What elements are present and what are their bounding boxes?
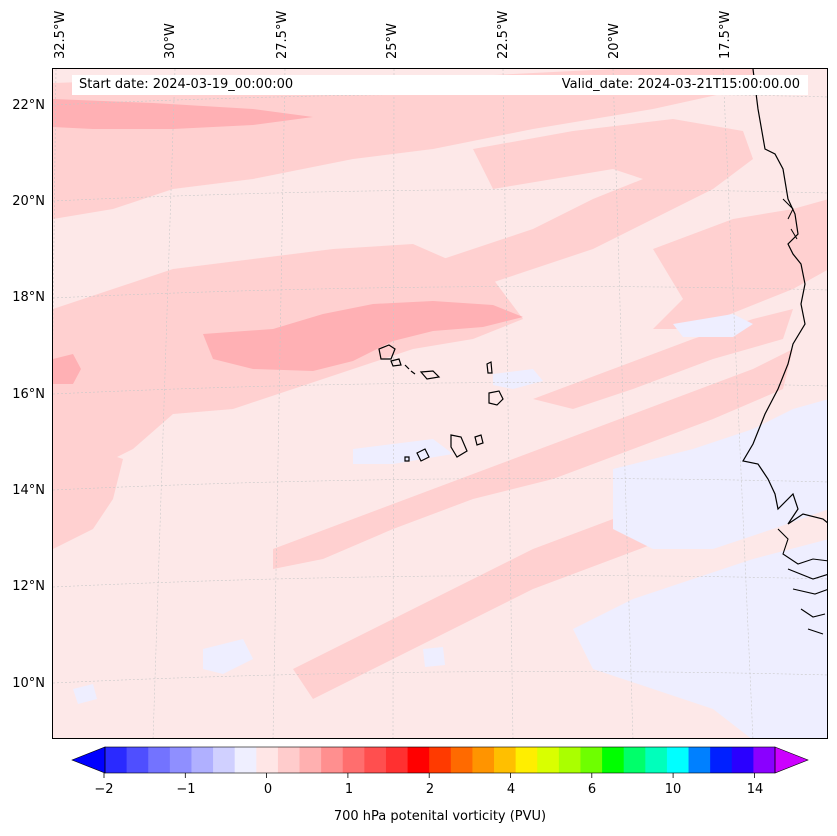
cbar-tick-label: 10: [664, 782, 682, 797]
pv-negative-patch-6: [573, 539, 827, 738]
lon-label-27-5w: 27.5°W: [275, 10, 290, 59]
pv-negative-patch-4: [613, 399, 827, 549]
colorbar-cell: [169, 747, 192, 773]
lon-label-30w: 30°W: [163, 23, 178, 59]
lon-label-25w: 25°W: [385, 23, 400, 59]
colorbar: [71, 746, 809, 778]
colorbar-cell: [731, 747, 754, 773]
colorbar-cell: [710, 747, 733, 773]
pv-negative-patch-1: [673, 314, 753, 337]
colorbar-cell: [234, 747, 257, 773]
colorbar-cell: [580, 747, 603, 773]
pv-band-southwest: [53, 449, 123, 549]
pv-negative-patch-7: [73, 684, 97, 704]
colorbar-cell: [688, 747, 711, 773]
lat-label-12n: 12°N: [12, 579, 45, 594]
colorbar-cell: [385, 747, 409, 773]
colorbar-cell: [494, 747, 517, 773]
cbar-tick-label: 1: [344, 782, 354, 797]
colorbar-cell: [105, 747, 128, 773]
lat-label-22n: 22°N: [12, 98, 45, 113]
pv-negative-patch-2: [493, 369, 543, 389]
colorbar-cell: [602, 747, 625, 773]
pv-band-south: [273, 349, 793, 569]
pv-maximum-west: [53, 354, 81, 384]
colorbar-cell: [364, 747, 387, 773]
colorbar-cell: [148, 747, 171, 773]
valid-date-label: Valid_date: 2024-03-21T15:00:00.00: [561, 77, 800, 92]
lat-label-10n: 10°N: [12, 676, 45, 691]
cape-verde-islands: [378, 344, 504, 462]
cbar-tick-label: 2: [425, 782, 435, 797]
cbar-tick-label: −2: [94, 782, 114, 797]
lat-label-16n: 16°N: [12, 387, 45, 402]
pv-band-east: [653, 199, 827, 329]
colorbar-cell: [407, 747, 430, 773]
lon-label-32-5w: 32.5°W: [53, 10, 68, 59]
colorbar-cell: [191, 747, 214, 773]
colorbar-cell: [277, 747, 301, 773]
colorbar-outline: [104, 746, 776, 774]
colorbar-cell: [558, 747, 581, 773]
cbar-tick-label: 4: [506, 782, 516, 797]
colorbar-cell: [450, 747, 473, 773]
cbar-tick-label: −1: [176, 782, 196, 797]
pv-band-north: [53, 69, 753, 219]
map-panel: [52, 68, 828, 739]
african-coastline: [742, 69, 827, 525]
colorbar-cell: [472, 747, 495, 773]
lon-label-20w: 20°W: [607, 23, 622, 59]
canary-coast-detail: [782, 198, 798, 240]
colorbar-title: 700 hPa potenital vorticity (PVU): [333, 809, 547, 824]
colorbar-extend-right: [774, 746, 809, 774]
lat-label-14n: 14°N: [12, 483, 45, 498]
colorbar-cell: [126, 747, 149, 773]
pv-maximum-central: [203, 301, 523, 371]
colorbar-cell: [753, 747, 776, 773]
lat-label-20n: 20°N: [12, 194, 45, 209]
pv-field-map: [53, 69, 827, 738]
colorbar-cell: [645, 747, 668, 773]
date-info-bar: Start date: 2024-03-19_00:00:00 Valid_da…: [72, 75, 808, 95]
pv-negative-patch-5: [203, 639, 253, 674]
cbar-tick-label: 14: [746, 782, 764, 797]
colorbar-cell: [213, 747, 236, 773]
colorbar-cell: [666, 747, 690, 773]
colorbar-cell: [299, 747, 322, 773]
colorbar-cell: [515, 747, 538, 773]
lon-label-17-5w: 17.5°W: [718, 10, 733, 59]
start-date-label: Start date: 2024-03-19_00:00:00: [79, 77, 294, 92]
cbar-tick-label: 0: [263, 782, 273, 797]
coast-west-africa-lower: [777, 528, 827, 635]
colorbar-cell: [256, 747, 279, 773]
pv-maximum-top: [53, 99, 313, 129]
colorbar-cell: [342, 747, 365, 773]
colorbar-cell: [321, 747, 344, 773]
lon-label-22-5w: 22.5°W: [496, 10, 511, 59]
colorbar-cell: [537, 747, 560, 773]
colorbar-cell: [623, 747, 646, 773]
pv-negative-patch-8: [423, 647, 445, 667]
colorbar-extend-left: [71, 746, 106, 774]
lat-label-18n: 18°N: [12, 290, 45, 305]
colorbar-cell: [429, 747, 452, 773]
cbar-tick-label: 6: [587, 782, 597, 797]
